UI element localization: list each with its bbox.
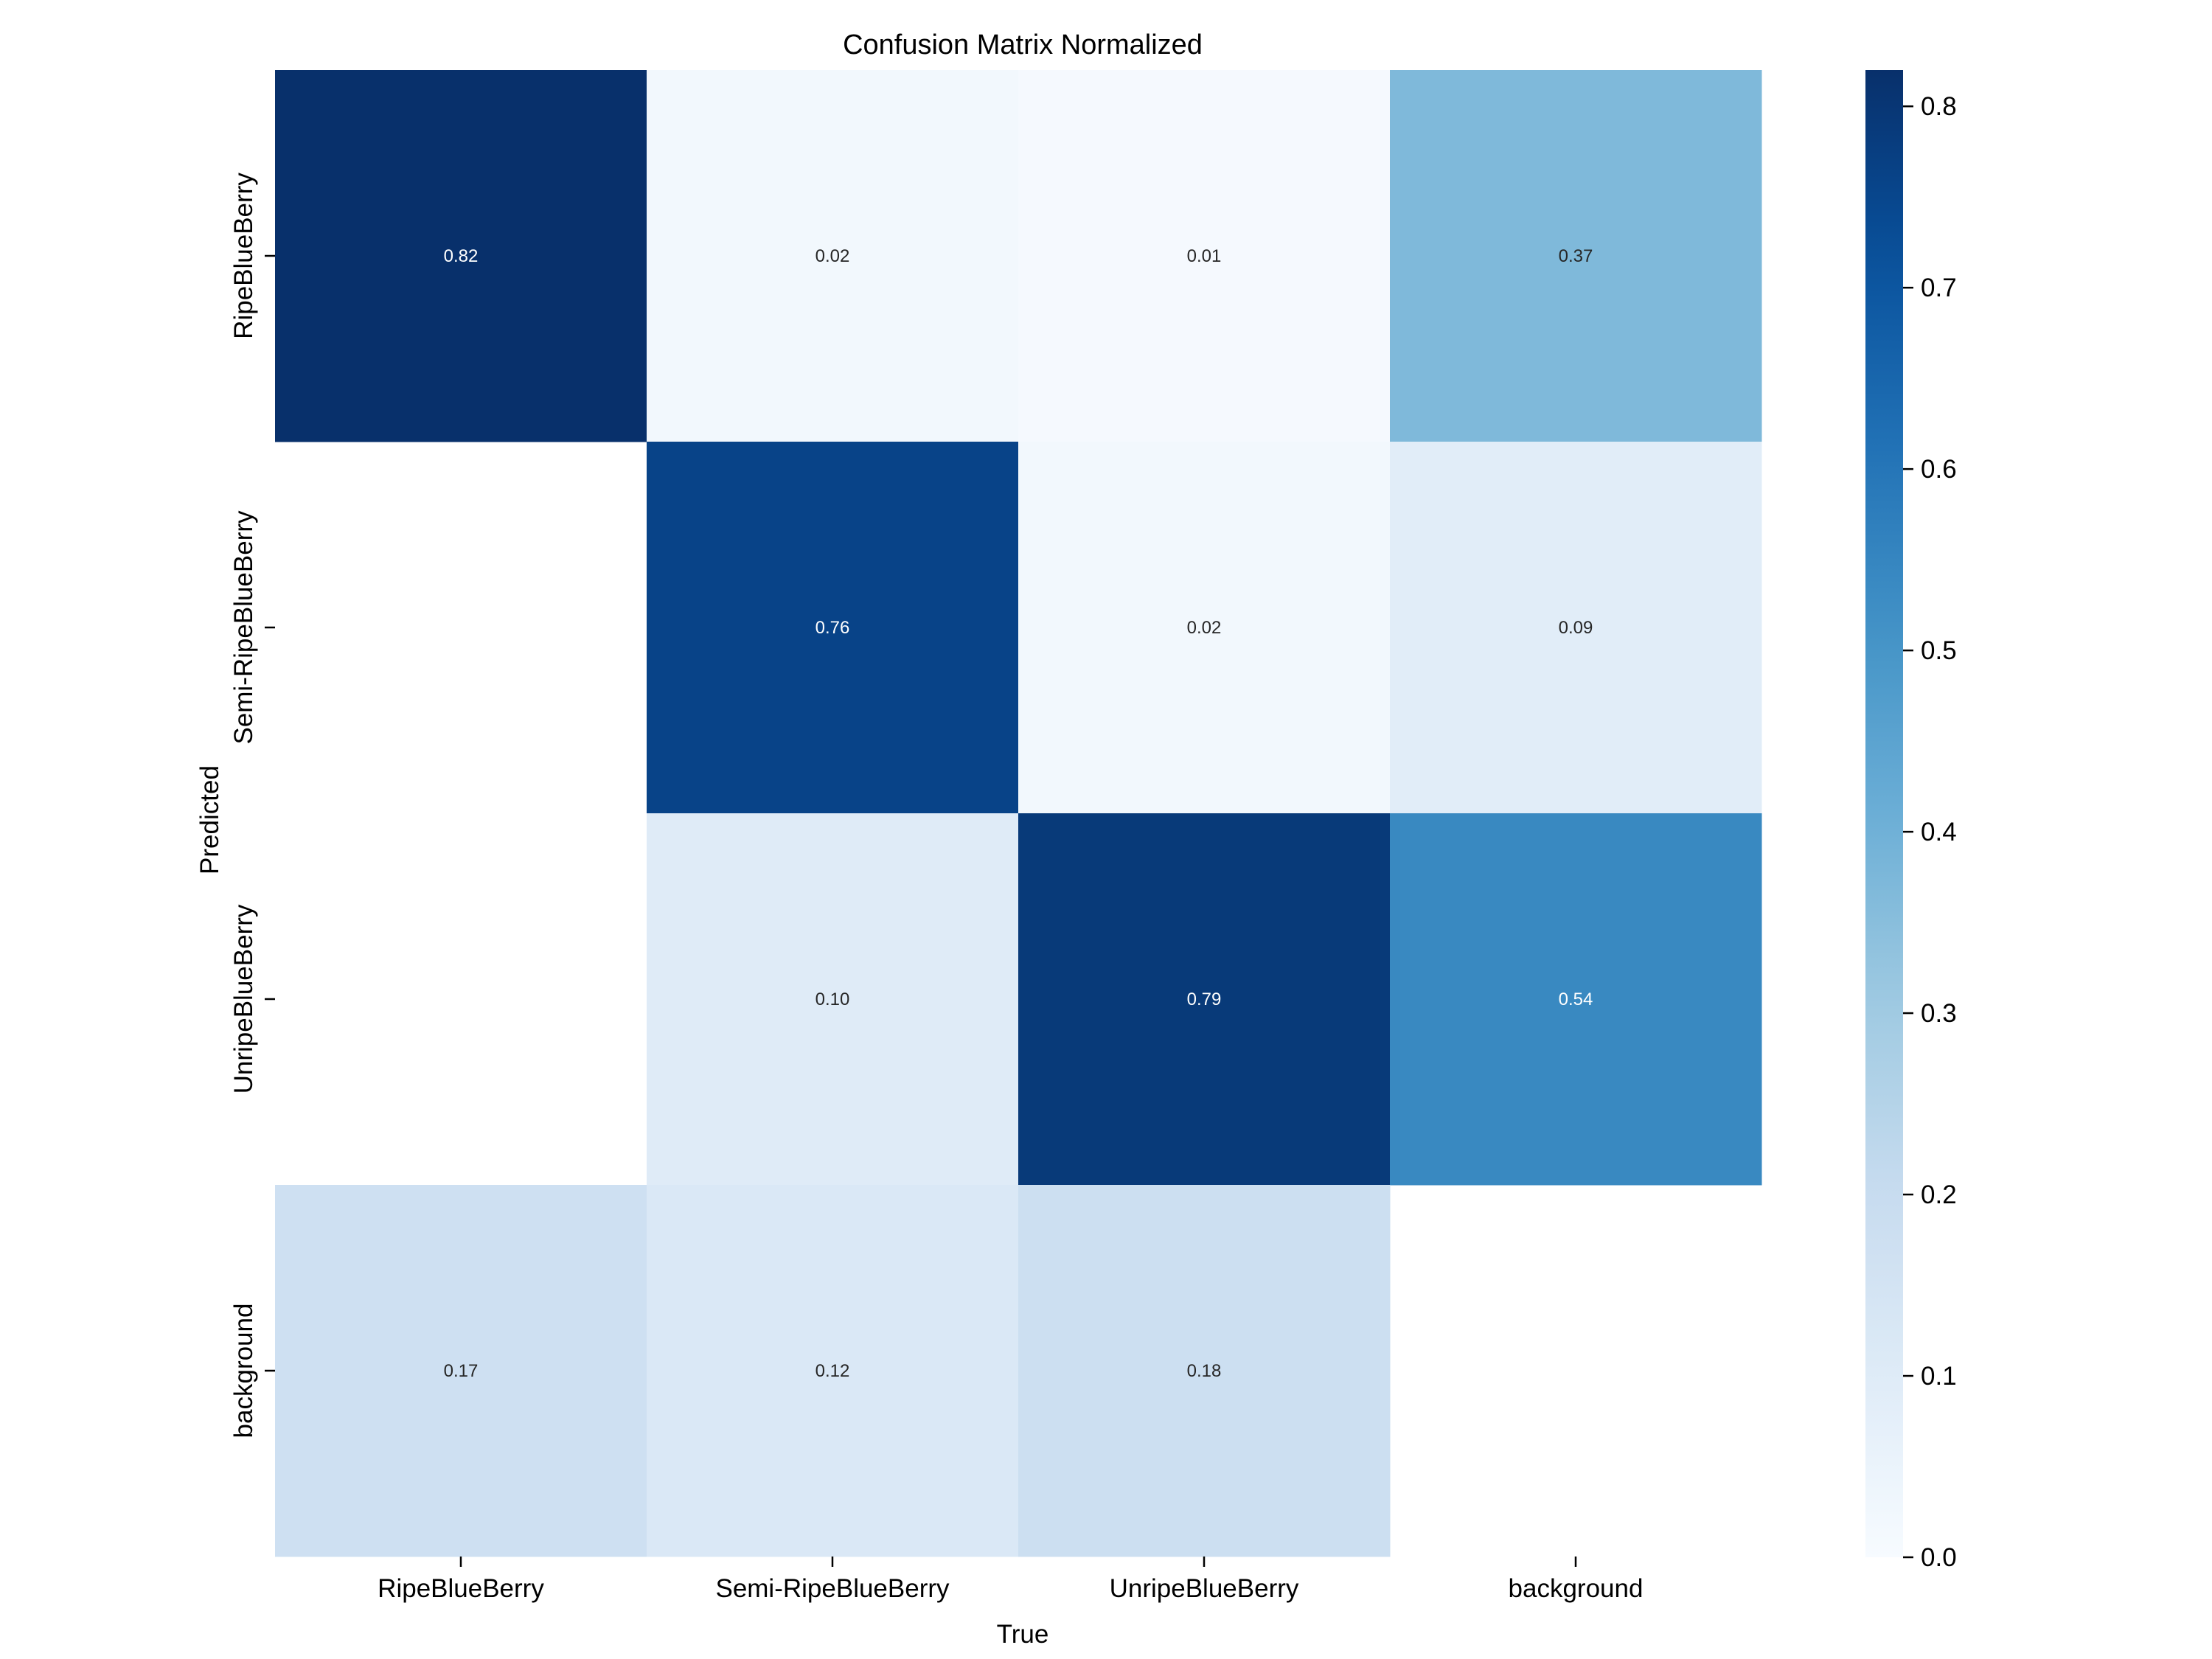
x-tick-label-0: RipeBlueBerry xyxy=(378,1574,544,1603)
cell-r3-c2 xyxy=(1018,1185,1391,1557)
cell-r1-c3 xyxy=(1390,442,1762,814)
cell-value-r0-c1: 0.02 xyxy=(815,246,850,266)
colorbar-tick-label-6: 0.6 xyxy=(1921,455,1957,484)
chart-title: Confusion Matrix Normalized xyxy=(843,29,1203,60)
cell-value-r2-c1: 0.10 xyxy=(815,990,850,1009)
cell-r1-c1 xyxy=(647,442,1019,814)
colorbar-ticks: 0.0 0.1 0.2 0.3 0.4 0.5 0.6 0.7 0.8 xyxy=(1903,92,1957,1572)
x-axis-label: True xyxy=(997,1620,1049,1649)
cell-r2-c2 xyxy=(1018,813,1391,1186)
heatmap-cells: 0.82 0.02 0.01 0.37 0.76 0.02 0.09 0.10 0.79 0.54… xyxy=(275,70,1762,1557)
y-tick-label-2: UnripeBlueBerry xyxy=(229,904,258,1093)
x-tick-label-3: background xyxy=(1509,1574,1644,1603)
cell-value-r2-c3: 0.54 xyxy=(1559,990,1593,1009)
y-tick-label-3: background xyxy=(229,1304,258,1439)
cell-r0-c3 xyxy=(1390,70,1762,442)
y-axis-label: Predicted xyxy=(195,765,224,874)
cell-value-r3-c2: 0.18 xyxy=(1187,1361,1222,1381)
colorbar-tick-label-8: 0.8 xyxy=(1921,92,1957,121)
colorbar-tick-label-4: 0.4 xyxy=(1921,818,1957,846)
colorbar xyxy=(1865,70,1903,1557)
x-tick-label-1: Semi-RipeBlueBerry xyxy=(715,1574,950,1603)
cell-value-r1-c1: 0.76 xyxy=(815,618,850,638)
cell-r1-c2 xyxy=(1018,442,1391,814)
colorbar-tick-label-1: 0.1 xyxy=(1921,1362,1957,1391)
x-tick-label-2: UnripeBlueBerry xyxy=(1110,1574,1299,1603)
cell-value-r1-c3: 0.09 xyxy=(1559,618,1593,638)
cell-r3-c1 xyxy=(647,1185,1019,1557)
colorbar-tick-label-2: 0.2 xyxy=(1921,1180,1957,1209)
cell-value-r1-c2: 0.02 xyxy=(1187,618,1222,638)
colorbar-tick-label-3: 0.3 xyxy=(1921,999,1957,1028)
cell-r0-c2 xyxy=(1018,70,1391,442)
cell-r0-c1 xyxy=(647,70,1019,442)
colorbar-tick-label-5: 0.5 xyxy=(1921,636,1957,665)
cell-r0-c0 xyxy=(275,70,647,442)
cell-r3-c0 xyxy=(275,1185,647,1557)
y-tick-label-1: Semi-RipeBlueBerry xyxy=(229,510,258,745)
colorbar-tick-label-0: 0.0 xyxy=(1921,1543,1957,1572)
cell-value-r2-c2: 0.79 xyxy=(1187,990,1222,1009)
cell-r2-c3 xyxy=(1390,813,1762,1186)
cell-value-r3-c0: 0.17 xyxy=(444,1361,479,1381)
cell-value-r3-c1: 0.12 xyxy=(815,1361,850,1381)
y-axis-ticks: RipeBlueBerry Semi-RipeBlueBerry UnripeBlu… xyxy=(229,173,275,1439)
x-axis-ticks: RipeBlueBerry Semi-RipeBlueBerry UnripeBlu… xyxy=(378,1557,1643,1603)
cell-value-r0-c2: 0.01 xyxy=(1187,246,1222,266)
y-tick-label-0: RipeBlueBerry xyxy=(229,173,258,339)
cell-value-r0-c0: 0.82 xyxy=(444,246,479,266)
cell-value-r0-c3: 0.37 xyxy=(1559,246,1593,266)
cell-r2-c1 xyxy=(647,813,1019,1186)
colorbar-tick-label-7: 0.7 xyxy=(1921,274,1957,302)
